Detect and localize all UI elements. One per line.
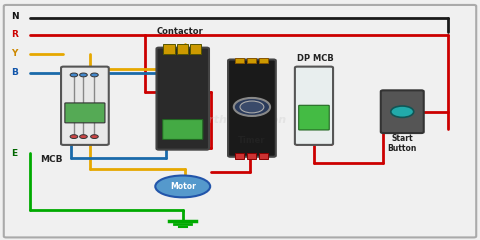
FancyBboxPatch shape <box>235 58 244 63</box>
Ellipse shape <box>156 175 210 197</box>
Text: R: R <box>11 30 18 39</box>
Text: Earth Bondhon: Earth Bondhon <box>193 115 287 125</box>
FancyBboxPatch shape <box>295 67 333 145</box>
FancyBboxPatch shape <box>259 153 268 159</box>
Circle shape <box>240 101 264 113</box>
Circle shape <box>80 73 87 77</box>
FancyBboxPatch shape <box>65 103 105 123</box>
FancyBboxPatch shape <box>61 67 109 145</box>
Text: E: E <box>11 149 17 158</box>
Circle shape <box>70 135 78 138</box>
Text: DP MCB: DP MCB <box>297 54 334 63</box>
Circle shape <box>80 135 87 138</box>
Text: Motor: Motor <box>170 182 196 191</box>
Circle shape <box>234 98 270 116</box>
FancyBboxPatch shape <box>259 58 268 63</box>
FancyBboxPatch shape <box>228 60 276 157</box>
FancyBboxPatch shape <box>163 44 175 54</box>
Text: Timer: Timer <box>238 136 266 145</box>
Text: Contactor: Contactor <box>157 27 204 36</box>
Text: Y: Y <box>11 49 17 58</box>
Text: N: N <box>11 12 19 21</box>
FancyBboxPatch shape <box>381 90 424 133</box>
FancyBboxPatch shape <box>247 58 256 63</box>
FancyBboxPatch shape <box>190 44 201 54</box>
FancyBboxPatch shape <box>156 48 209 150</box>
Circle shape <box>91 135 98 138</box>
FancyBboxPatch shape <box>177 44 188 54</box>
Text: B: B <box>11 68 18 77</box>
FancyBboxPatch shape <box>163 120 203 139</box>
FancyBboxPatch shape <box>299 105 329 130</box>
FancyBboxPatch shape <box>235 153 244 159</box>
Circle shape <box>70 73 78 77</box>
FancyBboxPatch shape <box>247 153 256 159</box>
Circle shape <box>91 73 98 77</box>
Circle shape <box>391 106 414 117</box>
Text: Start
Button: Start Button <box>387 134 417 153</box>
Text: MCB: MCB <box>40 155 63 164</box>
